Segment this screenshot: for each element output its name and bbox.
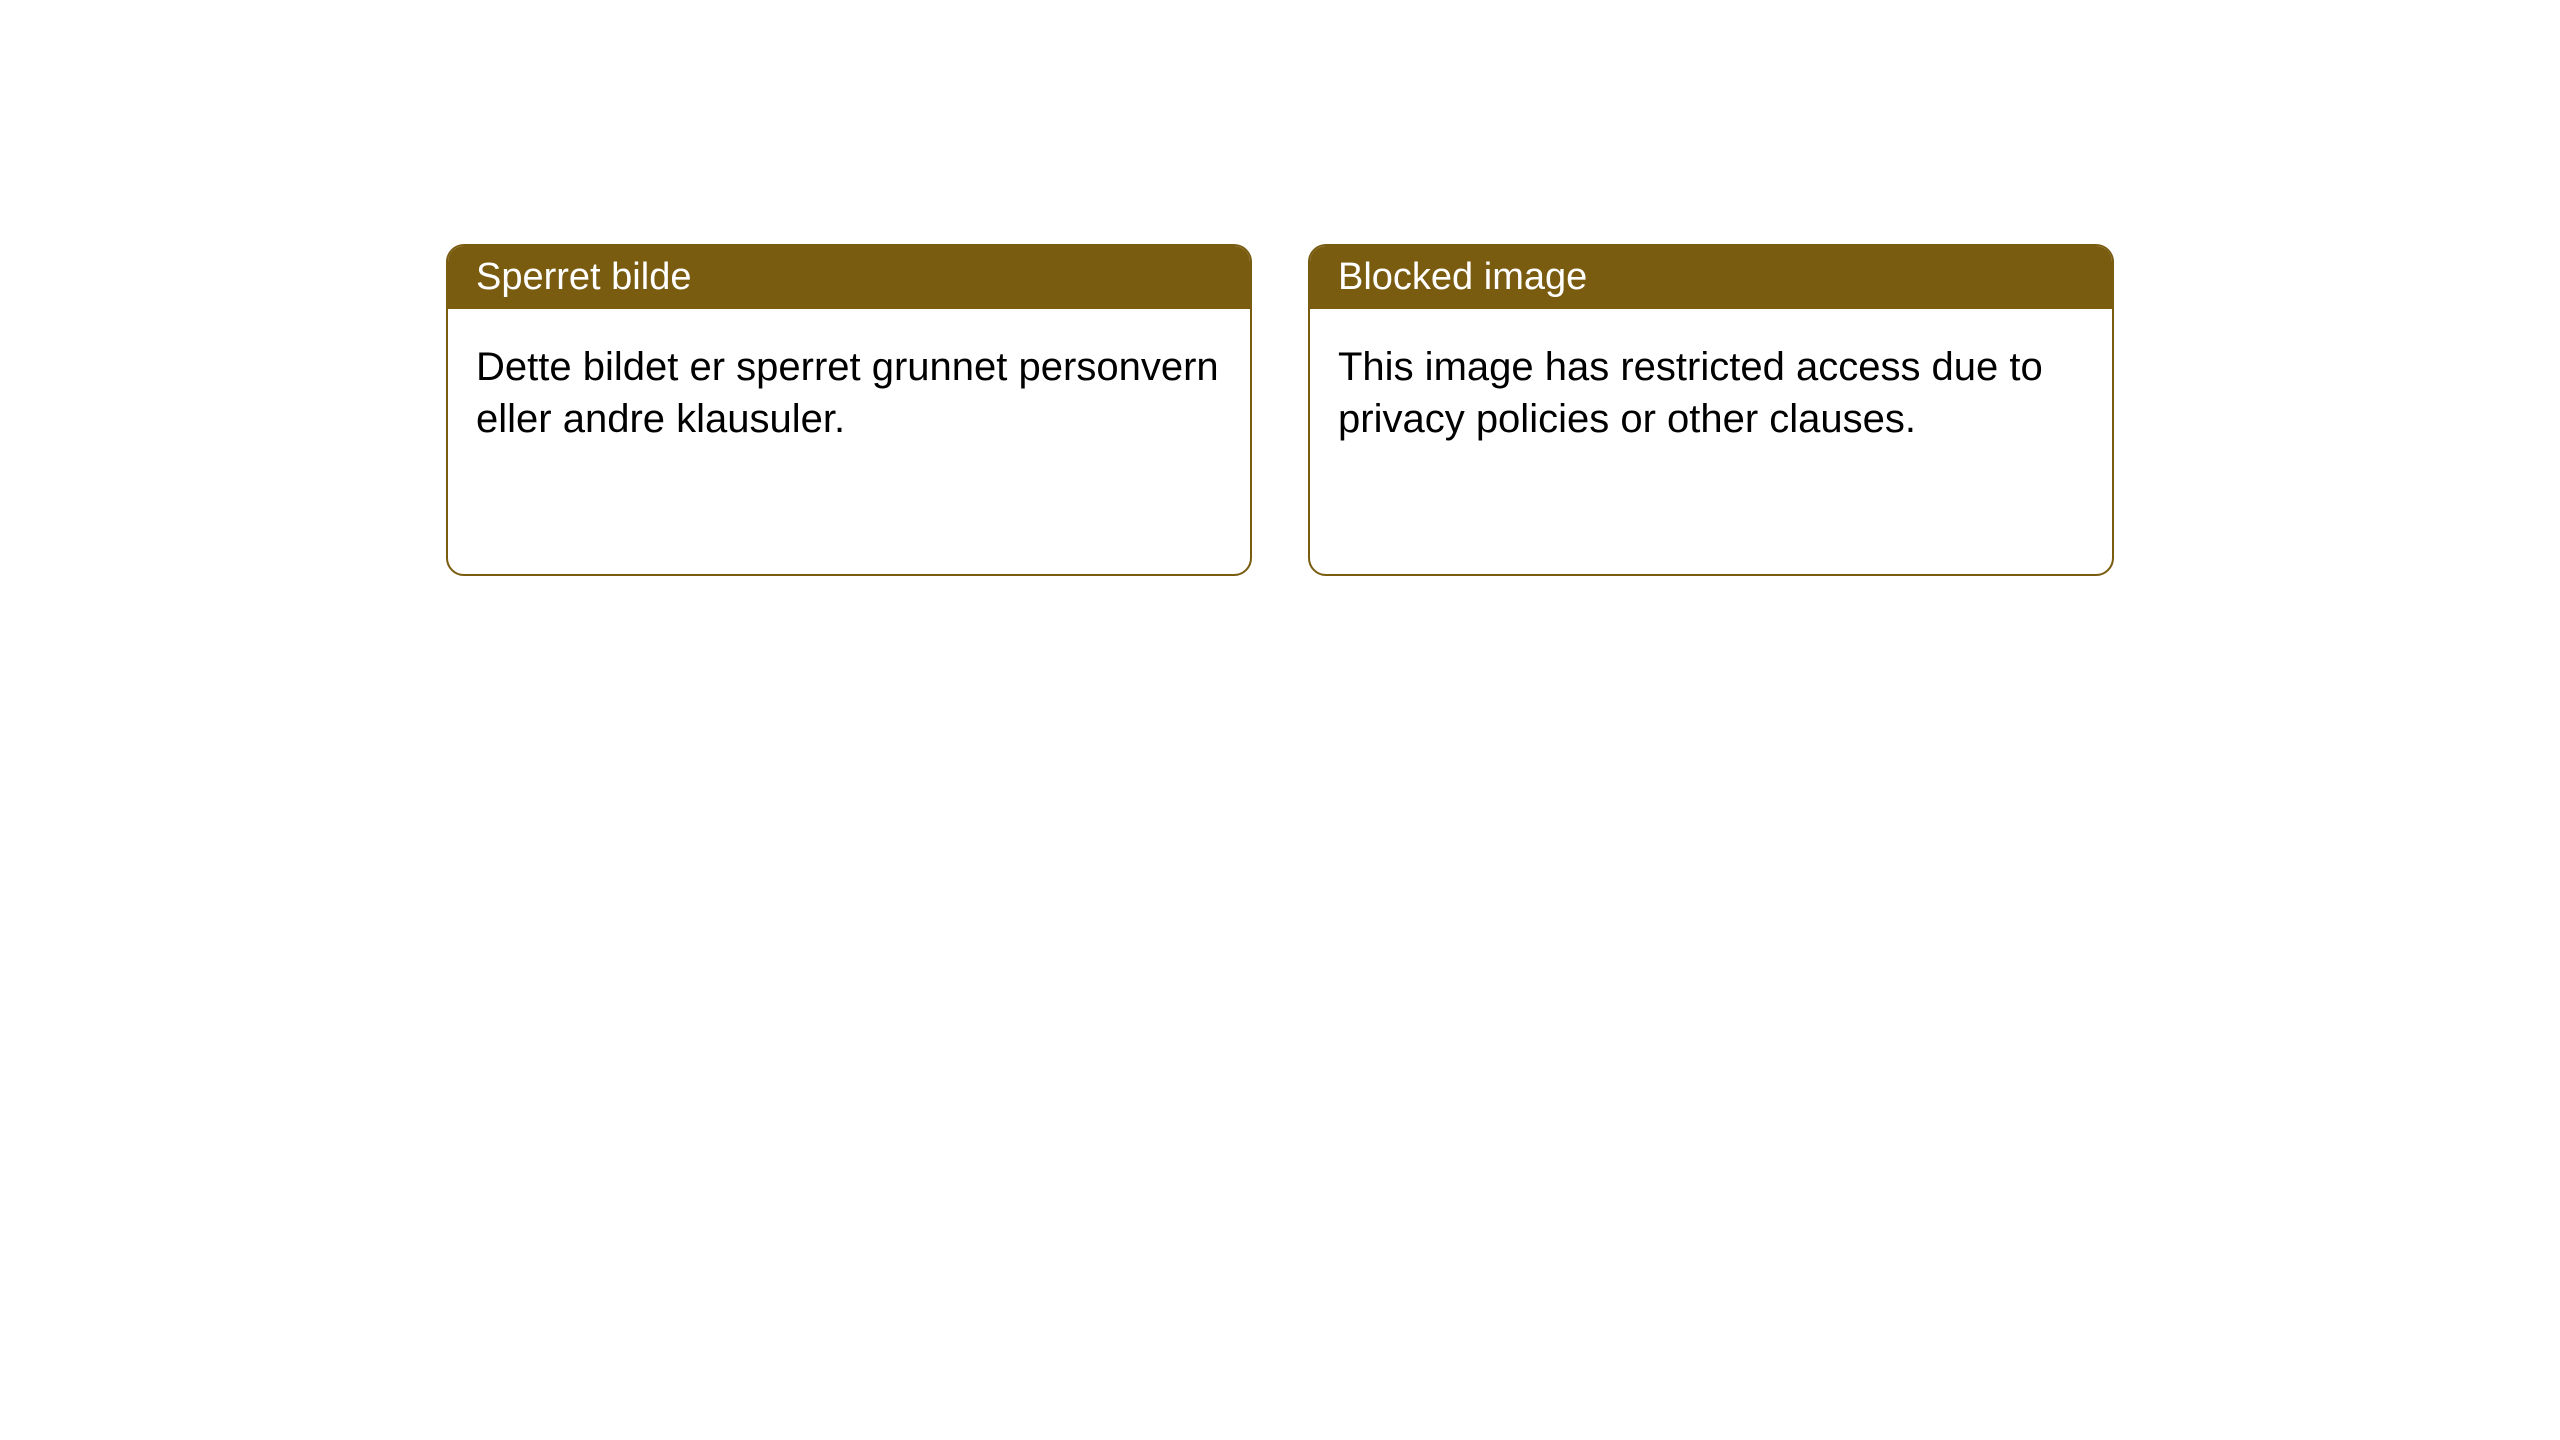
notice-title: Sperret bilde — [476, 256, 691, 298]
notice-title: Blocked image — [1338, 256, 1587, 298]
notice-container: Sperret bilde Dette bildet er sperret gr… — [0, 0, 2560, 576]
notice-header: Blocked image — [1310, 246, 2112, 309]
notice-card-english: Blocked image This image has restricted … — [1308, 244, 2114, 576]
notice-body-text: This image has restricted access due to … — [1338, 345, 2043, 441]
notice-body-text: Dette bildet er sperret grunnet personve… — [476, 345, 1219, 441]
notice-body: Dette bildet er sperret grunnet personve… — [448, 309, 1250, 477]
notice-card-norwegian: Sperret bilde Dette bildet er sperret gr… — [446, 244, 1252, 576]
notice-body: This image has restricted access due to … — [1310, 309, 2112, 477]
notice-header: Sperret bilde — [448, 246, 1250, 309]
